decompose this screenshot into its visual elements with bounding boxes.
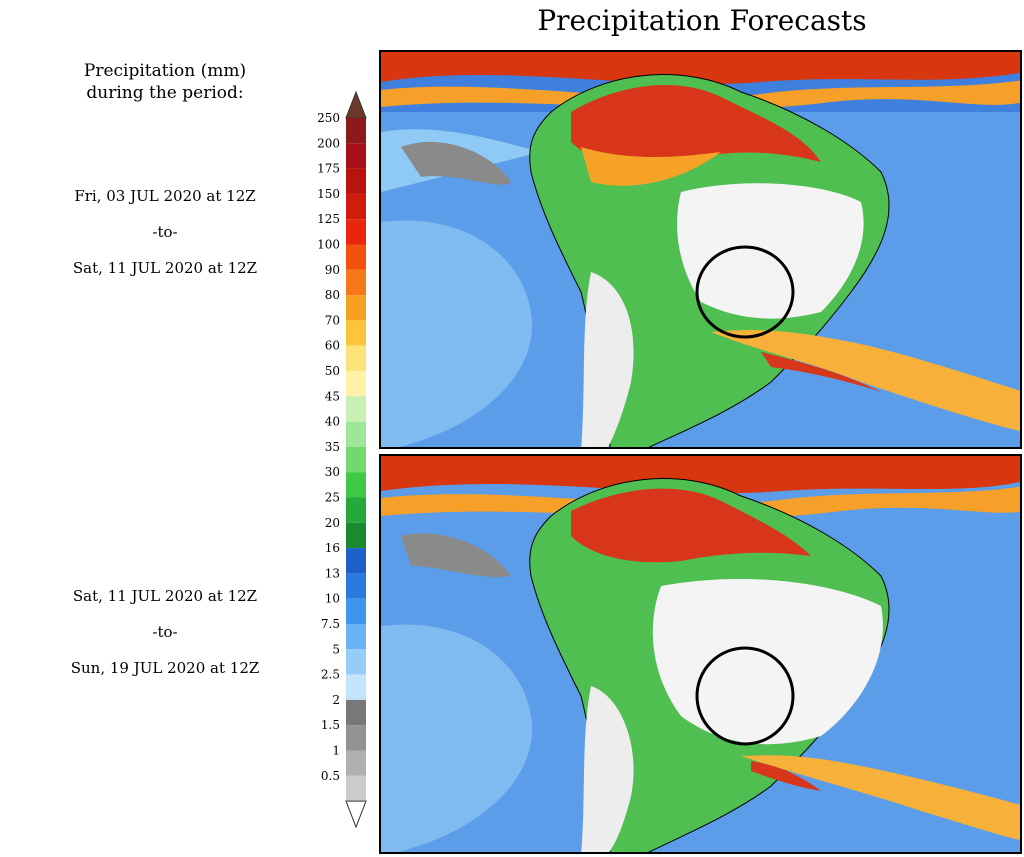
heavy-rain-north xyxy=(571,488,811,563)
period-2-to: -to- xyxy=(152,623,178,641)
legend-label-40: 40 xyxy=(325,415,340,429)
legend-caption-line1: Precipitation (mm) xyxy=(83,61,247,81)
ocean-light-band-2 xyxy=(381,220,533,447)
legend-label-175: 175 xyxy=(317,162,340,176)
legend-label-0.5: 0.5 xyxy=(321,769,340,783)
legend-swatch-80 xyxy=(346,295,366,321)
legend-swatch-2.5 xyxy=(346,674,366,700)
legend-swatch-13 xyxy=(346,573,366,599)
legend-label-2: 2 xyxy=(332,693,340,707)
legend-swatch-2 xyxy=(346,699,366,726)
precipitation-map-1 xyxy=(381,52,1020,447)
period-1-end: Sat, 11 JUL 2020 at 12Z xyxy=(72,259,258,277)
ocean-light-band xyxy=(381,624,533,852)
legend-swatch-250 xyxy=(346,118,366,144)
legend-bottom-arrow xyxy=(345,800,367,829)
legend-swatch-30 xyxy=(346,472,366,498)
frontal-rain-band xyxy=(741,755,1020,841)
moderate-rain-north xyxy=(581,147,721,186)
legend-label-90: 90 xyxy=(325,263,340,277)
dry-region-brazil xyxy=(652,578,883,745)
precipitation-map-2 xyxy=(381,456,1020,852)
legend-swatch-50 xyxy=(346,371,366,397)
legend-swatch-25 xyxy=(346,497,366,523)
page-title: Precipitation Forecasts xyxy=(537,4,867,37)
legend-top-arrow xyxy=(345,90,367,119)
frontal-rain-core xyxy=(751,761,821,791)
legend-swatch-1.5 xyxy=(346,725,366,751)
frontal-rain-band xyxy=(711,330,1020,432)
legend-swatch-0.5 xyxy=(346,775,366,802)
legend-label-7.5: 7.5 xyxy=(321,617,340,631)
itcz-band xyxy=(381,456,1020,494)
highlight-circle xyxy=(695,646,795,746)
legend-label-35: 35 xyxy=(325,440,340,454)
legend-swatch-35 xyxy=(346,446,366,473)
legend-swatch-5 xyxy=(346,649,366,675)
period-1-to: -to- xyxy=(152,223,178,241)
legend-swatch-16 xyxy=(346,548,366,574)
legend-caption-line2: during the period: xyxy=(86,83,244,103)
legend-swatch-20 xyxy=(346,522,366,549)
legend-swatch-90 xyxy=(346,269,366,296)
itcz-band xyxy=(381,52,1020,85)
legend-swatch-40 xyxy=(346,421,366,447)
legend-label-60: 60 xyxy=(325,339,340,353)
legend-label-5: 5 xyxy=(332,642,340,656)
legend-swatch-70 xyxy=(346,320,366,346)
period-1-start: Fri, 03 JUL 2020 at 12Z xyxy=(74,187,256,205)
legend-swatch-150 xyxy=(346,193,366,220)
legend-swatch-10 xyxy=(346,598,366,624)
legend-label-10: 10 xyxy=(325,592,340,606)
legend-label-150: 150 xyxy=(317,187,340,201)
legend-swatch-45 xyxy=(346,396,366,422)
dry-region-brazil xyxy=(677,183,864,319)
legend-label-100: 100 xyxy=(317,238,340,252)
legend-label-250: 250 xyxy=(317,111,340,125)
legend-label-80: 80 xyxy=(325,288,340,302)
legend-swatch-175 xyxy=(346,168,366,194)
itcz-band-edge xyxy=(381,486,1020,519)
legend-label-30: 30 xyxy=(325,465,340,479)
highlight-circle xyxy=(695,245,795,339)
legend-swatch-125 xyxy=(346,219,366,245)
period-2-label: Sat, 11 JUL 2020 at 12Z -to- Sun, 19 JUL… xyxy=(20,578,310,686)
frontal-rain-core xyxy=(761,352,881,392)
legend-swatch-7.5 xyxy=(346,624,366,650)
legend-label-200: 200 xyxy=(317,136,340,150)
color-scale-legend: 2502001751501251009080706050454035302520… xyxy=(317,90,367,829)
legend-swatch-100 xyxy=(346,244,366,270)
legend-label-1: 1 xyxy=(332,744,340,758)
legend-label-125: 125 xyxy=(317,212,340,226)
legend-label-45: 45 xyxy=(325,389,340,403)
legend-label-25: 25 xyxy=(325,491,340,505)
map-panel-2 xyxy=(379,454,1022,854)
legend-label-2.5: 2.5 xyxy=(321,668,340,682)
itcz-band-edge xyxy=(381,80,1020,110)
legend-swatch-1 xyxy=(346,750,366,776)
legend-label-20: 20 xyxy=(325,516,340,530)
period-1-label: Fri, 03 JUL 2020 at 12Z -to- Sat, 11 JUL… xyxy=(20,178,310,286)
dry-region-andes xyxy=(581,272,634,447)
legend-label-16: 16 xyxy=(325,541,340,555)
legend-caption: Precipitation (mm) during the period: xyxy=(40,60,290,104)
legend-label-50: 50 xyxy=(325,364,340,378)
legend-label-70: 70 xyxy=(325,313,340,327)
legend-label-1.5: 1.5 xyxy=(321,718,340,732)
dry-region-andes xyxy=(581,686,634,852)
heavy-rain-north xyxy=(571,85,821,166)
period-2-end: Sun, 19 JUL 2020 at 12Z xyxy=(70,659,260,677)
legend-label-13: 13 xyxy=(325,566,340,580)
legend-swatch-200 xyxy=(346,143,366,169)
period-2-start: Sat, 11 JUL 2020 at 12Z xyxy=(72,587,258,605)
dry-patch-gray xyxy=(401,533,511,578)
legend-swatch-60 xyxy=(346,345,366,371)
map-panel-1 xyxy=(379,50,1022,449)
dry-patch-gray xyxy=(401,141,511,185)
